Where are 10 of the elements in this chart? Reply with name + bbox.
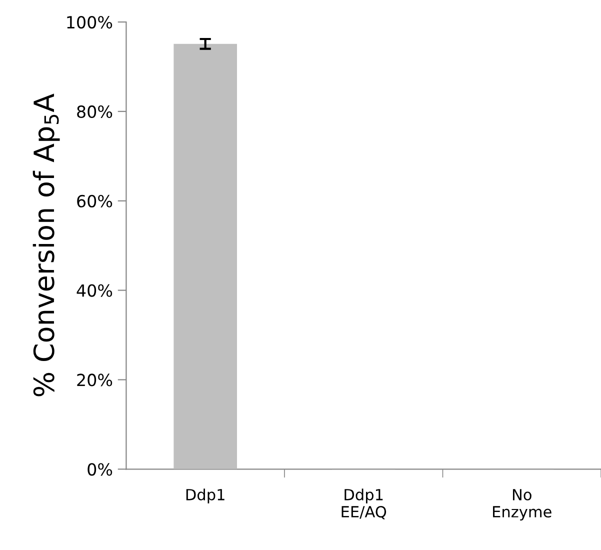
x-tick-label: Ddp1 [186,488,224,504]
y-tick-label: 100% [67,16,112,29]
x-tick-label: No Enzyme [493,489,552,520]
y-tick-label: 60% [77,194,112,208]
x-tick-label: Ddp1 EE/AQ [342,488,386,520]
y-tick-label: 40% [76,284,112,297]
y-tick-label: 20% [77,374,112,386]
y-axis-title: % Conversion of Ap$_{5}$A [32,94,60,396]
y-tick-label: 80% [77,105,112,118]
y-tick-label: 0% [88,463,112,476]
